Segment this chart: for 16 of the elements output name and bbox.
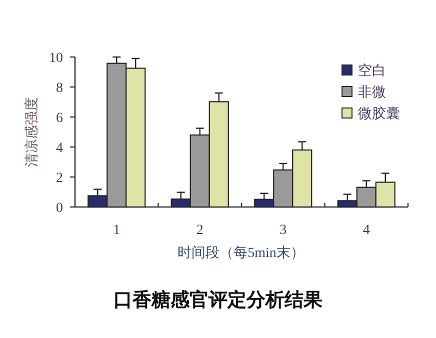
legend-label: 空白 [358,63,386,79]
text: 口香糖感官评定分析结果 [114,289,324,311]
x-tick-label: 4 [362,223,370,238]
y-tick-label: 0 [56,201,63,216]
y-axis-title: 清凉感强度 [24,97,40,167]
legend-label: 微胶囊 [358,106,400,122]
x-tick-label: 3 [280,223,287,238]
legend-label: 非微 [358,84,386,100]
x-tick-label: 1 [113,223,120,238]
x-tick-label: 2 [196,223,204,238]
y-tick-label: 2 [56,171,63,186]
y-tick-label: 10 [49,51,63,66]
y-tick-label: 6 [56,111,63,126]
x-axis-title: 时间段（每5min末） [178,245,304,261]
y-tick-label: 8 [56,81,63,96]
y-tick-label: 4 [56,141,63,156]
